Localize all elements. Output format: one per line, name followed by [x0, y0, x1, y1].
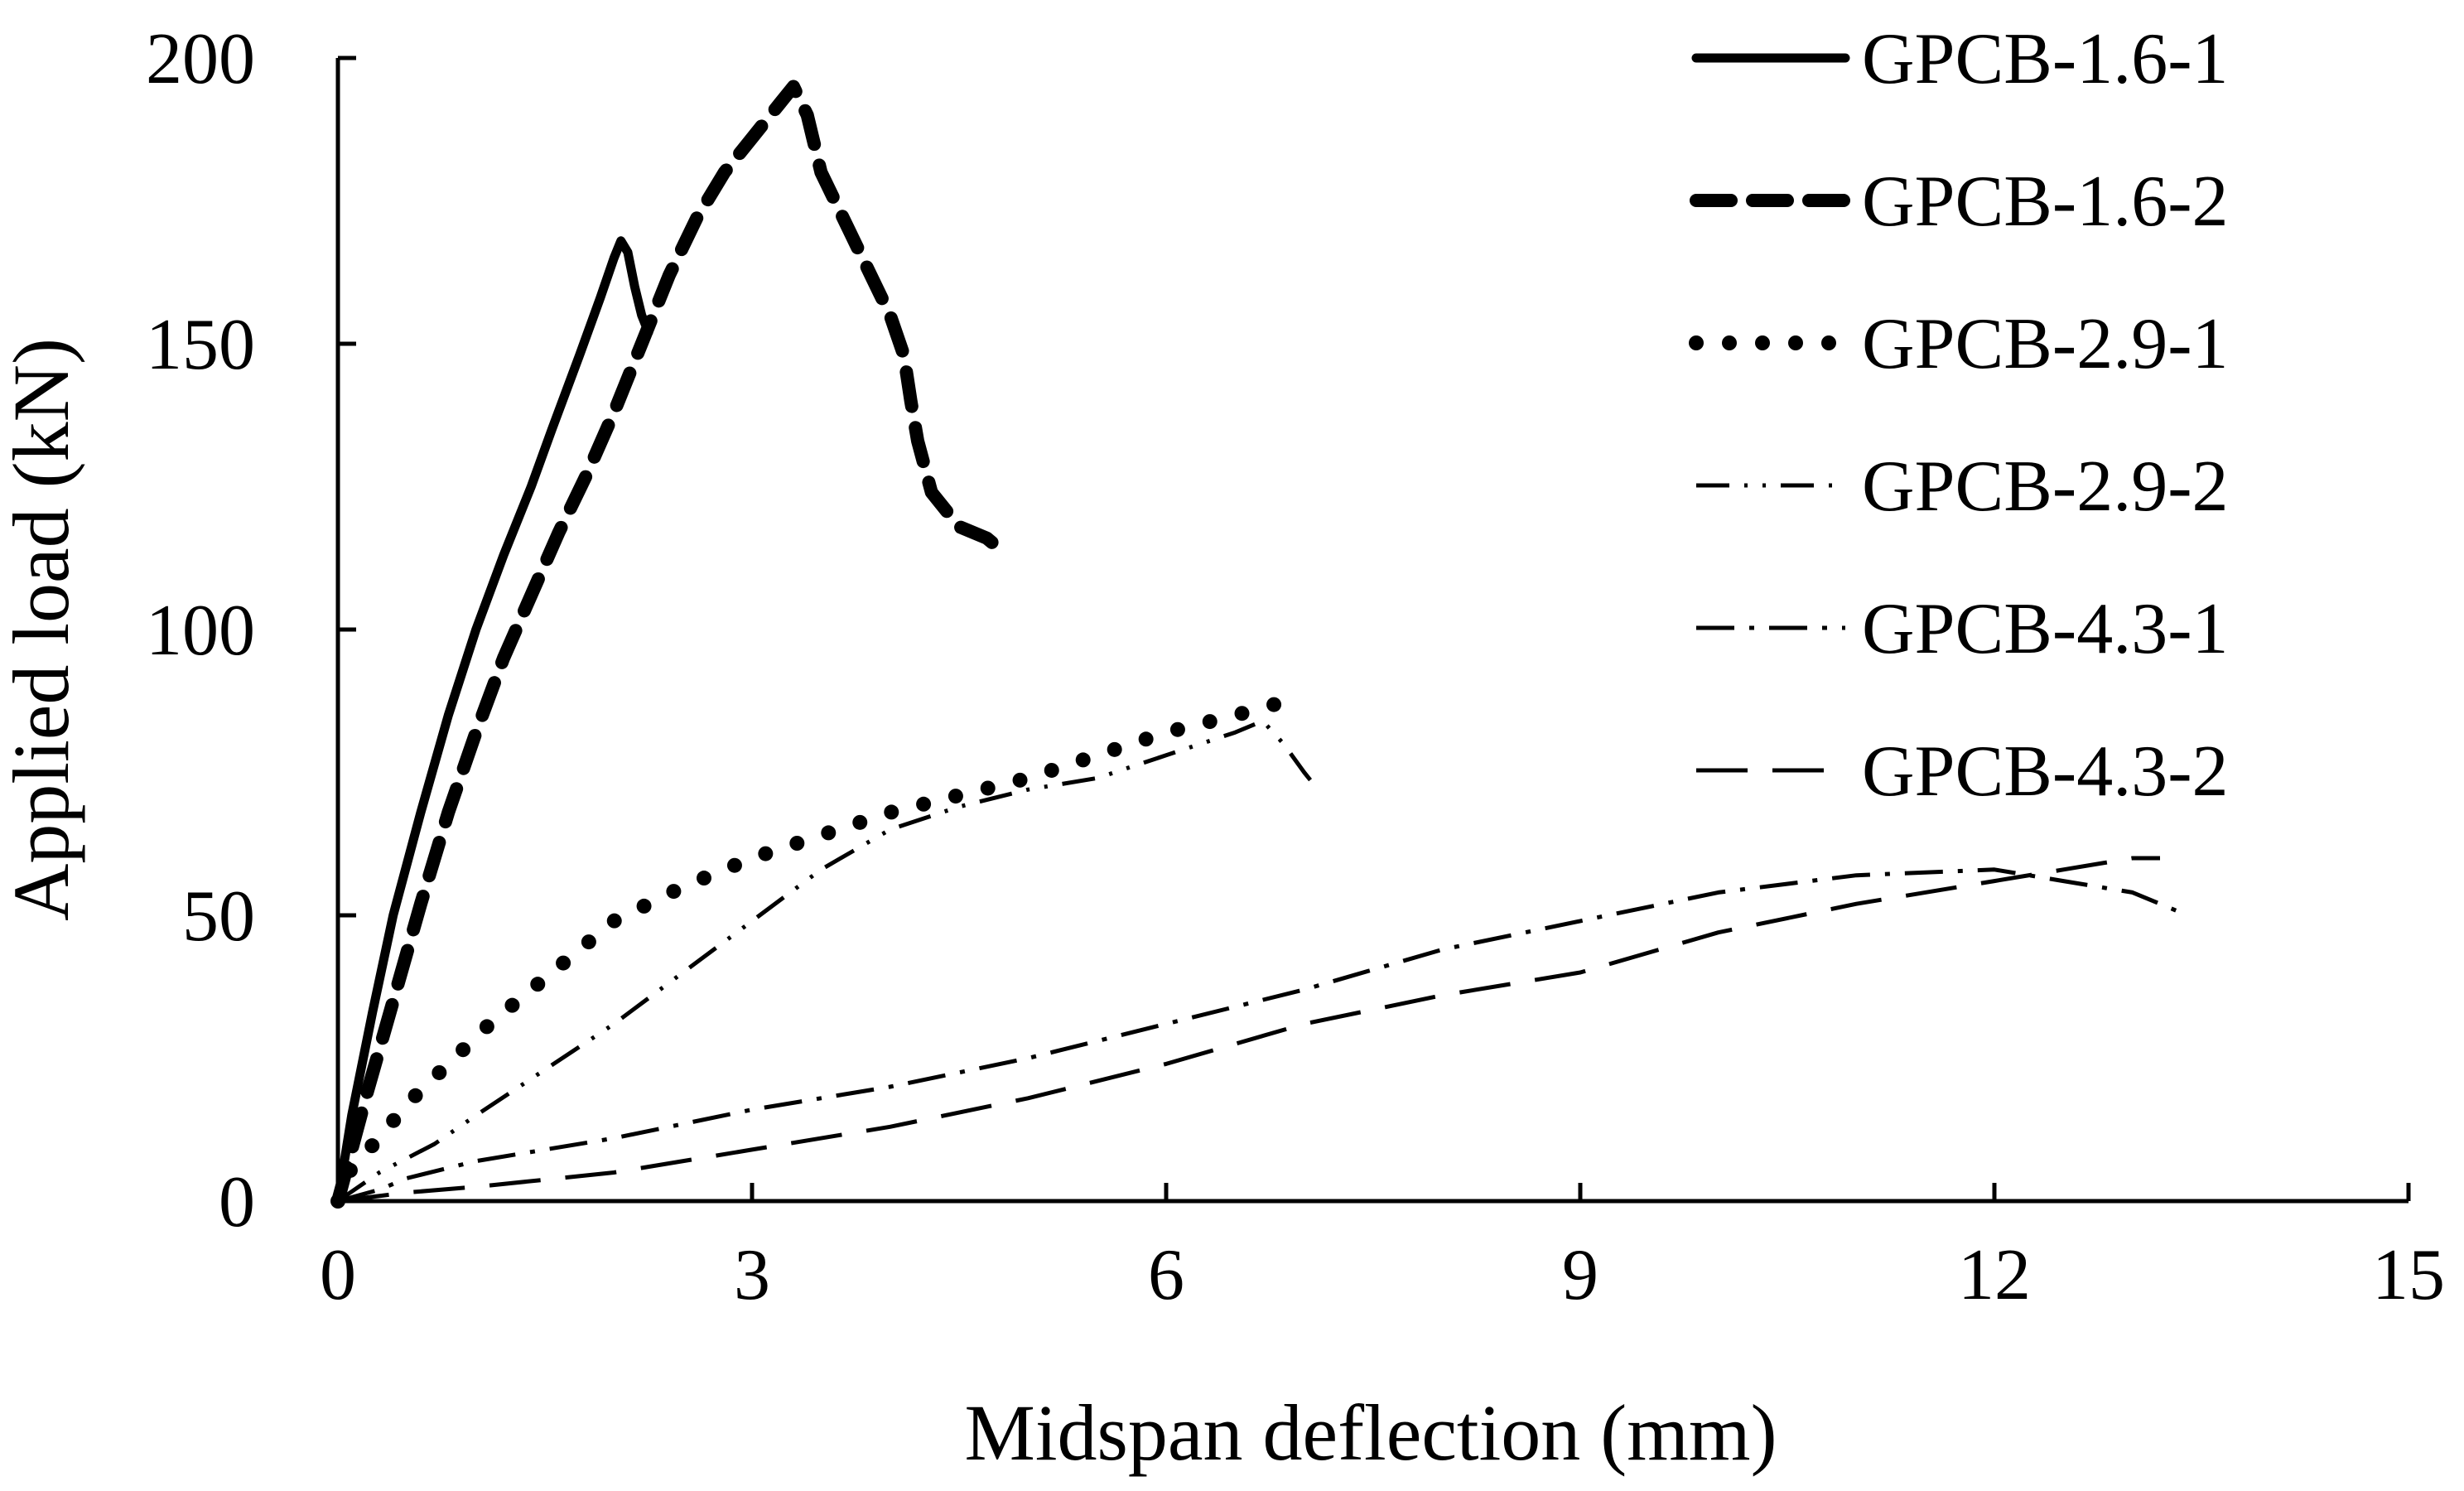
legend: GPCB-1.6-1 GPCB-1.6-2 GPCB-2.9-1 GPCB-2.9-2… — [1689, 19, 2229, 812]
series-line-gpcb-4.3-1 — [337, 867, 2189, 1204]
legend-item: GPCB-1.6-2 — [1690, 162, 2229, 242]
plot-area: 0 3 6 9 12 15 0 50 100 150 200 — [146, 19, 2445, 1315]
legend-label: GPCB-2.9-2 — [1862, 446, 2229, 527]
y-tick-label: 0 — [219, 1162, 255, 1242]
y-tick-label: 150 — [146, 305, 255, 385]
x-tick-label: 9 — [1562, 1235, 1598, 1315]
legend-item: GPCB-2.9-2 — [1696, 446, 2229, 527]
x-axis-ticks: 0 3 6 9 12 15 — [320, 1183, 2445, 1315]
x-tick-label: 3 — [734, 1235, 770, 1315]
series-line-gpcb-2.9-2 — [336, 718, 1320, 1204]
y-axis-ticks: 0 50 100 150 200 — [146, 19, 356, 1242]
legend-label: GPCB-1.6-2 — [1862, 162, 2229, 242]
legend-item: GPCB-4.3-1 — [1696, 589, 2229, 669]
x-tick-label: 6 — [1148, 1235, 1184, 1315]
x-tick-label: 15 — [2372, 1235, 2445, 1315]
y-tick-label: 50 — [182, 876, 255, 957]
legend-label: GPCB-4.3-2 — [1862, 731, 2229, 812]
y-tick-label: 100 — [146, 591, 255, 671]
series-line-gpcb-1.6-2 — [331, 80, 1007, 1208]
y-axis-title: Applied load (kN) — [0, 338, 85, 921]
series-lines — [330, 80, 2189, 1209]
series-line-gpcb-2.9-1 — [330, 690, 1298, 1209]
series-line-gpcb-1.6-1 — [333, 236, 653, 1206]
x-tick-label: 12 — [1958, 1235, 2031, 1315]
y-tick-label: 200 — [146, 19, 255, 99]
legend-label: GPCB-1.6-1 — [1862, 19, 2229, 99]
legend-item: GPCB-1.6-1 — [1691, 19, 2229, 99]
legend-label: GPCB-4.3-1 — [1862, 589, 2229, 669]
series-line-gpcb-4.3-2 — [337, 856, 2160, 1204]
x-tick-label: 0 — [320, 1235, 356, 1315]
legend-item: GPCB-4.3-2 — [1696, 731, 2229, 812]
x-axis-title: Midspan deflection (mm) — [964, 1388, 1777, 1477]
legend-item: GPCB-2.9-1 — [1689, 304, 2229, 384]
legend-label: GPCB-2.9-1 — [1862, 304, 2229, 384]
